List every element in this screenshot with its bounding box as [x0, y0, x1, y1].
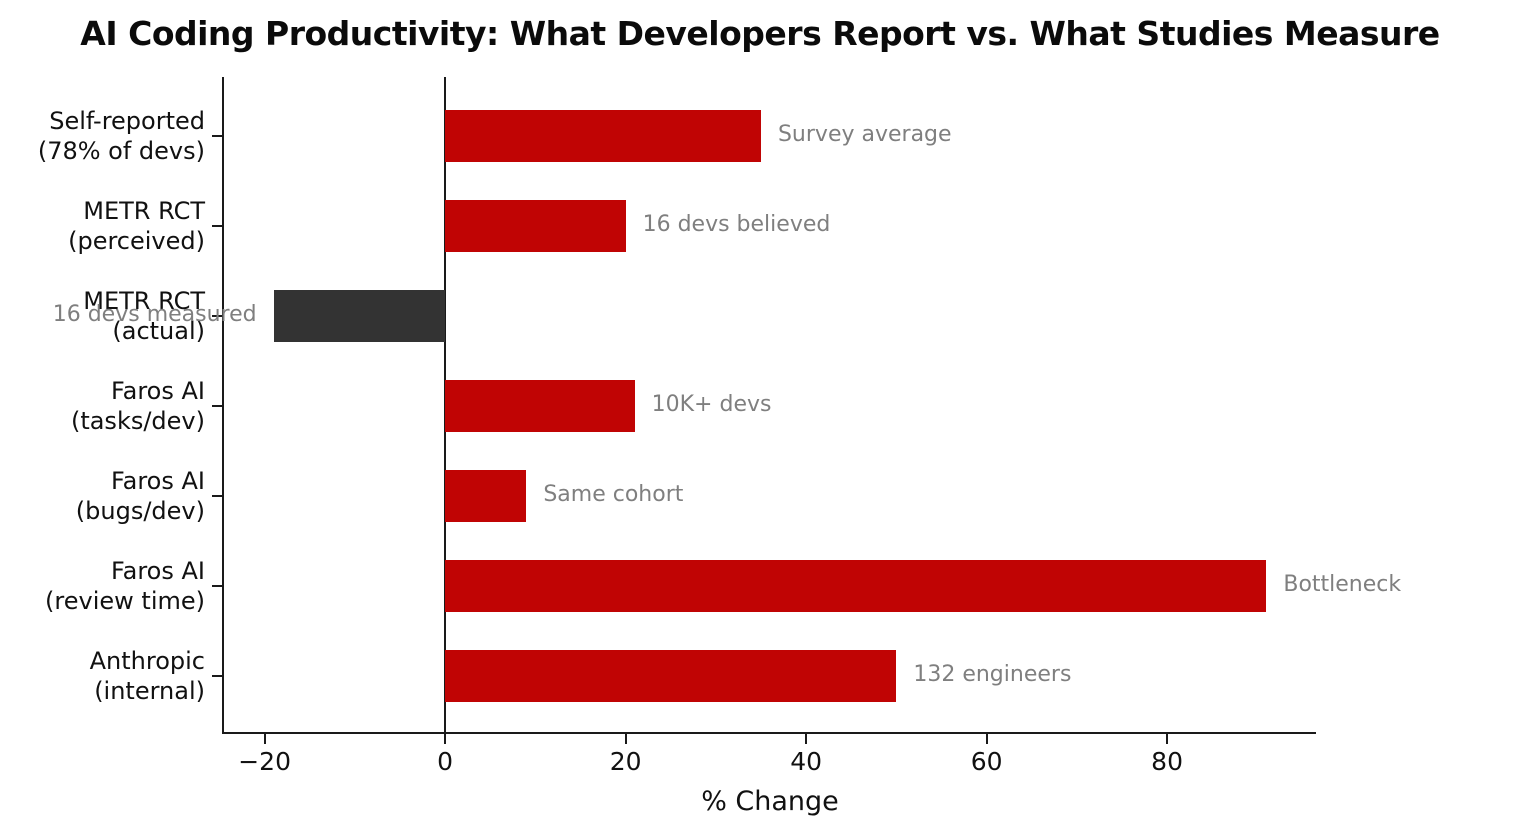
x-tick-mark [624, 734, 627, 744]
y-tick-mark [212, 495, 222, 497]
x-axis-spine [222, 732, 1316, 734]
y-tick-label: Faros AI (tasks/dev) [70, 377, 205, 435]
x-tick-label: −20 [238, 747, 291, 776]
bar-annotation-4: 10K+ devs [651, 392, 772, 417]
bar-annotation-1: Survey average [777, 122, 952, 147]
y-tick-label: METR RCT (actual) [83, 287, 205, 345]
y-axis-spine [222, 77, 224, 732]
y-tick-mark [212, 315, 222, 317]
x-tick-label: 40 [790, 747, 822, 776]
y-tick-label: Self-reported (78% of devs) [37, 107, 205, 165]
bar-annotation-7: 132 engineers [913, 662, 1072, 687]
y-tick-label: Faros AI (review time) [45, 557, 205, 615]
x-tick-label: 20 [609, 747, 642, 776]
y-tick-mark [212, 405, 222, 407]
y-tick-mark [212, 585, 222, 587]
y-tick-label: METR RCT (perceived) [68, 197, 205, 255]
bar-annotation-3: 16 devs measured [52, 302, 257, 327]
x-axis-label: % Change [701, 786, 839, 817]
y-tick-label: Faros AI (bugs/dev) [75, 467, 205, 525]
bar-annotation-2: 16 devs believed [642, 212, 831, 237]
x-tick-mark [263, 734, 266, 744]
bar-7 [445, 650, 897, 702]
x-tick-mark [444, 734, 447, 744]
x-tick-mark [805, 734, 808, 744]
y-tick-label: Anthropic (internal) [89, 647, 205, 705]
bar-annotation-6: Bottleneck [1283, 572, 1402, 597]
bar-5 [445, 470, 527, 522]
x-tick-mark [985, 734, 988, 744]
y-tick-mark [212, 675, 222, 677]
bar-4 [445, 380, 635, 432]
bar-1 [445, 110, 761, 162]
x-tick-label: 60 [970, 747, 1003, 776]
y-tick-mark [212, 225, 222, 227]
bar-annotation-5: Same cohort [543, 482, 684, 507]
x-tick-label: 0 [437, 747, 454, 776]
y-tick-mark [212, 135, 222, 137]
bar-6 [445, 560, 1267, 612]
x-tick-label: 80 [1151, 747, 1183, 776]
bar-3 [273, 290, 446, 342]
x-tick-mark [1166, 734, 1169, 744]
chart-title: AI Coding Productivity: What Developers … [80, 14, 1440, 53]
bar-2 [445, 200, 626, 252]
